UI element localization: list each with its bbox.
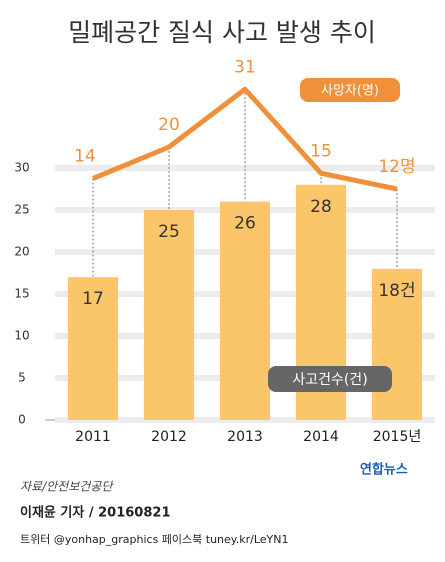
y-tick-label: 30: [14, 161, 29, 175]
bar-value-label: 28: [310, 197, 332, 217]
line-value-label: 12명: [378, 157, 415, 177]
legend-label: 사고건수(건): [292, 372, 367, 388]
x-tick-label: 2014: [303, 429, 339, 445]
bar: [67, 277, 119, 420]
y-tick-label: 15: [14, 287, 29, 301]
line-value-label: 15: [310, 141, 332, 161]
social: 트위터 @yonhap_graphics 페이스북 tuney.kr/LeYN1: [20, 533, 288, 546]
y-tick-label: 5: [18, 371, 26, 385]
line-value-label: 14: [74, 147, 96, 167]
source: 자료/안전보건공단: [20, 480, 114, 494]
legend-label: 사망자(명): [321, 84, 379, 99]
y-tick-label: 10: [14, 329, 29, 343]
chart-title: 밀폐공간 질식 사고 발생 추이: [68, 18, 376, 47]
y-tick-label: 25: [14, 203, 29, 217]
legend-box: [300, 78, 400, 102]
legend-box: [268, 366, 392, 392]
bar-value-label: 18건: [378, 281, 415, 301]
x-tick-label: 2011: [75, 429, 111, 445]
bar-value-label: 25: [158, 222, 180, 242]
y-tick-label: 0: [18, 413, 26, 427]
x-tick-label: 2013: [227, 429, 263, 445]
bar-value-label: 26: [234, 214, 256, 234]
brand: 연합뉴스: [360, 462, 408, 478]
x-tick-label: 2012: [151, 429, 187, 445]
bar: [143, 210, 195, 420]
y-tick-label: 20: [14, 245, 29, 259]
x-tick-label: 2015년: [373, 429, 422, 445]
bar: [371, 268, 423, 420]
line-value-label: 20: [158, 115, 180, 135]
bar-value-label: 17: [82, 289, 104, 309]
bar: [219, 201, 271, 420]
reporter: 이재윤 기자 / 20160821: [20, 505, 171, 521]
line-value-label: 31: [234, 57, 256, 77]
line: [92, 86, 398, 192]
